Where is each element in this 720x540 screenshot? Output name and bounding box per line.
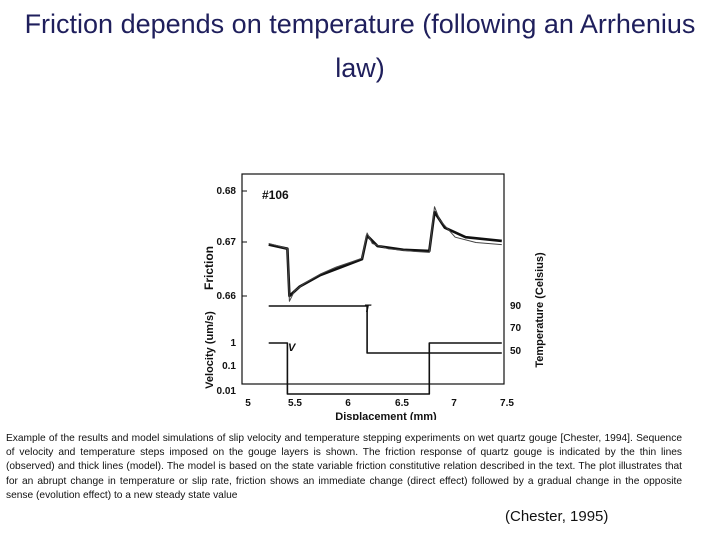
temperature-axis-label: Temperature (Celsius): [534, 252, 546, 368]
figure-caption: Example of the results and model simulat…: [6, 433, 682, 501]
velocity-axis-label: Velocity (um/s): [204, 311, 216, 389]
friction-figure: Friction Velocity (um/s) Temperature (Ce…: [196, 160, 556, 420]
temperature-tick-1: 90: [510, 301, 522, 312]
x-axis-label: Displacement (mm): [335, 411, 437, 420]
x-tick-1: 5: [245, 398, 251, 409]
velocity-trace-label: V: [288, 342, 297, 354]
velocity-tick-1: 1: [230, 338, 236, 349]
temperature-step-line: [268, 305, 502, 354]
citation: (Chester, 1995): [505, 508, 609, 525]
temperature-tick-3: 50: [510, 346, 522, 357]
friction-plot-svg: Friction Velocity (um/s) Temperature (Ce…: [202, 173, 546, 420]
x-tick-2: 5.5: [288, 398, 302, 409]
friction-tick-2: 0.67: [217, 237, 237, 248]
friction-observed-line: [268, 206, 502, 302]
x-tick-3: 6: [345, 398, 351, 409]
x-tick-6: 7.5: [500, 398, 514, 409]
friction-tick-3: 0.66: [217, 291, 237, 302]
friction-axis-label: Friction: [202, 246, 216, 290]
friction-tick-1: 0.68: [217, 186, 237, 197]
plot-frame: [241, 173, 505, 385]
velocity-tick-2: 0.1: [222, 361, 236, 372]
velocity-step-line: [268, 342, 502, 395]
velocity-tick-3: 0.01: [217, 386, 237, 397]
temperature-trace-label: T: [364, 303, 372, 315]
temperature-tick-2: 70: [510, 323, 522, 334]
x-tick-4: 6.5: [395, 398, 409, 409]
x-tick-5: 7: [451, 398, 457, 409]
sample-label: #106: [262, 188, 289, 202]
slide-title: Friction depends on temperature (followi…: [24, 9, 696, 83]
